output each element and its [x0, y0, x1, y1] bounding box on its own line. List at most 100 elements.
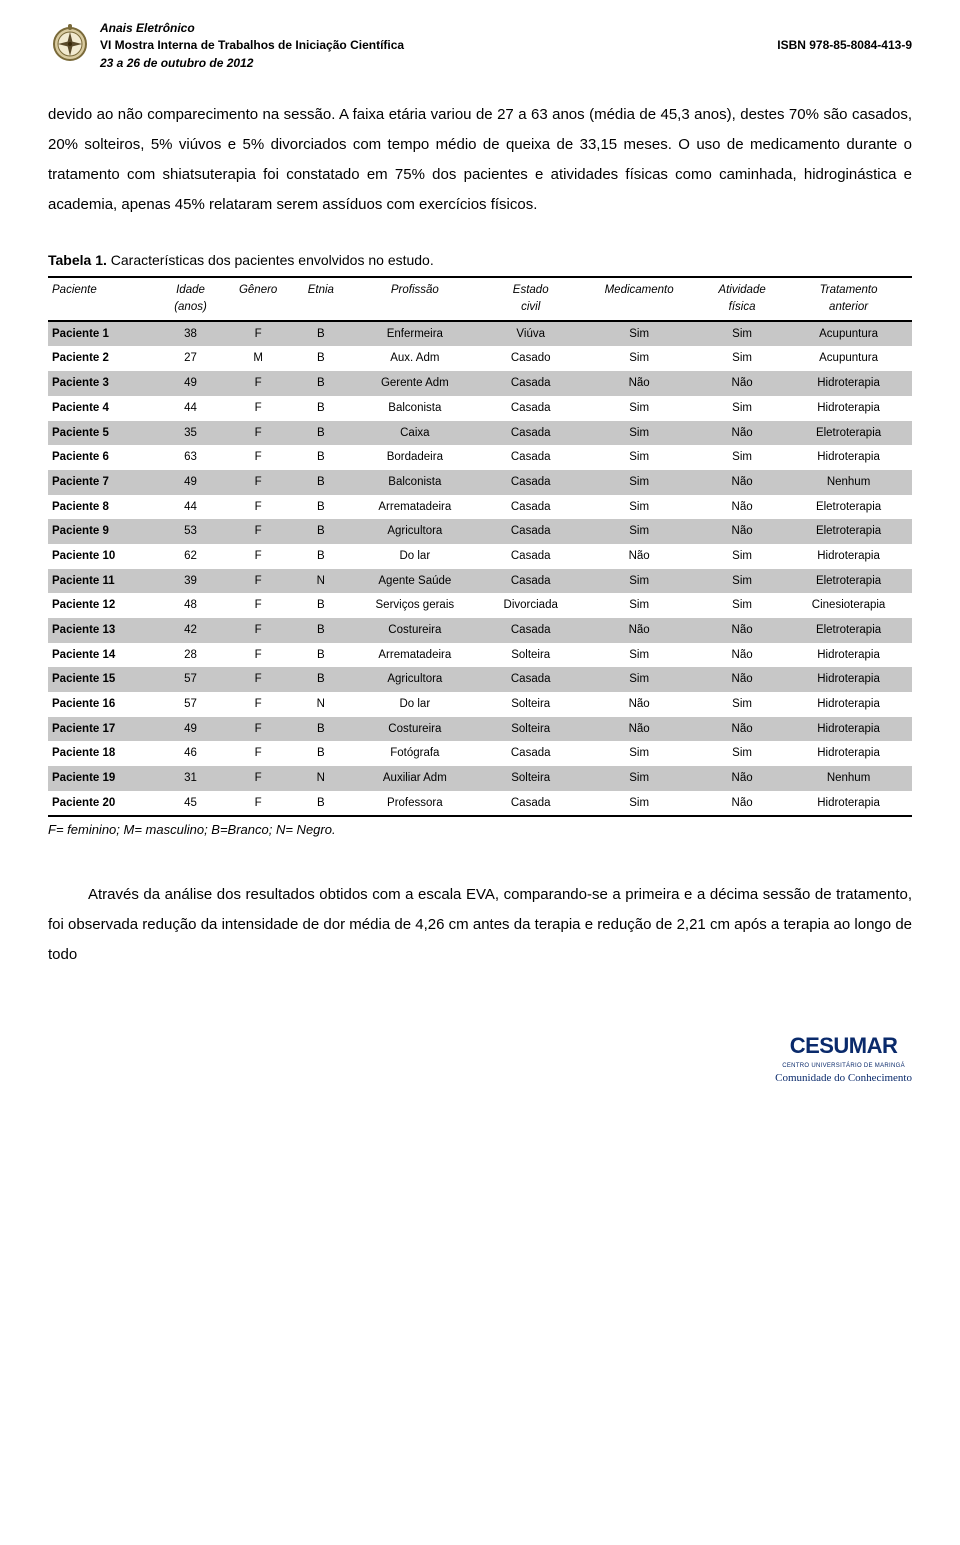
cell-genero: F	[222, 321, 294, 347]
cell-medicamento: Sim	[579, 519, 699, 544]
cell-idade: 48	[159, 593, 222, 618]
cell-medicamento: Sim	[579, 593, 699, 618]
cell-tratamento: Hidroterapia	[785, 692, 912, 717]
cell-estado: Casada	[482, 667, 579, 692]
table-row: Paciente 844FBArrematadeiraCasadaSimNãoE…	[48, 495, 912, 520]
cell-paciente: Paciente 7	[48, 470, 159, 495]
cell-idade: 44	[159, 396, 222, 421]
footer-logo: CESUMAR CENTRO UNIVERSITÁRIO DE MARINGÁ …	[48, 1030, 912, 1087]
cell-profissao: Gerente Adm	[347, 371, 482, 396]
cell-etnia: B	[294, 593, 347, 618]
cell-estado: Casada	[482, 371, 579, 396]
cell-profissao: Agricultora	[347, 667, 482, 692]
table-row: Paciente 1557FBAgricultoraCasadaSimNãoHi…	[48, 667, 912, 692]
table-row: Paciente 1749FBCostureiraSolteiraNãoNãoH…	[48, 717, 912, 742]
cell-medicamento: Sim	[579, 791, 699, 817]
cell-genero: F	[222, 544, 294, 569]
header-date: 23 a 26 de outubro de 2012	[100, 55, 912, 72]
table-row: Paciente 349FBGerente AdmCasadaNãoNãoHid…	[48, 371, 912, 396]
cell-profissao: Arrematadeira	[347, 495, 482, 520]
cell-estado: Solteira	[482, 717, 579, 742]
table-row: Paciente 1248FBServiços geraisDivorciada…	[48, 593, 912, 618]
table-row: Paciente 1931FNAuxiliar AdmSolteiraSimNã…	[48, 766, 912, 791]
cell-genero: F	[222, 766, 294, 791]
cell-medicamento: Não	[579, 618, 699, 643]
cell-estado: Casada	[482, 519, 579, 544]
cell-atividade: Sim	[699, 593, 785, 618]
cell-genero: F	[222, 618, 294, 643]
cell-genero: F	[222, 593, 294, 618]
cell-genero: F	[222, 667, 294, 692]
cell-estado: Casada	[482, 495, 579, 520]
cell-atividade: Sim	[699, 445, 785, 470]
cell-idade: 45	[159, 791, 222, 817]
cell-paciente: Paciente 8	[48, 495, 159, 520]
cell-idade: 38	[159, 321, 222, 347]
cell-medicamento: Não	[579, 371, 699, 396]
header-title-line1: Anais Eletrônico	[100, 20, 912, 37]
cell-atividade: Não	[699, 643, 785, 668]
cell-paciente: Paciente 5	[48, 421, 159, 446]
cell-idade: 62	[159, 544, 222, 569]
table-row: Paciente 1428FBArrematadeiraSolteiraSimN…	[48, 643, 912, 668]
table-row: Paciente 2045FBProfessoraCasadaSimNãoHid…	[48, 791, 912, 817]
cell-paciente: Paciente 4	[48, 396, 159, 421]
cell-genero: F	[222, 396, 294, 421]
cell-estado: Solteira	[482, 643, 579, 668]
table-row: Paciente 1342FBCostureiraCasadaNãoNãoEle…	[48, 618, 912, 643]
column-header-atividade: Atividadefísica	[699, 277, 785, 320]
cell-profissao: Enfermeira	[347, 321, 482, 347]
cell-paciente: Paciente 12	[48, 593, 159, 618]
cell-profissao: Balconista	[347, 470, 482, 495]
cell-estado: Divorciada	[482, 593, 579, 618]
cell-etnia: B	[294, 421, 347, 446]
cell-etnia: B	[294, 371, 347, 396]
cell-tratamento: Eletroterapia	[785, 569, 912, 594]
table-body: Paciente 138FBEnfermeiraViúvaSimSimAcupu…	[48, 321, 912, 816]
cell-profissao: Fotógrafa	[347, 741, 482, 766]
cell-tratamento: Hidroterapia	[785, 445, 912, 470]
cell-idade: 57	[159, 692, 222, 717]
cell-genero: F	[222, 421, 294, 446]
cell-atividade: Sim	[699, 692, 785, 717]
cell-estado: Casada	[482, 445, 579, 470]
cell-atividade: Sim	[699, 396, 785, 421]
patients-table: PacienteIdade(anos)GêneroEtniaProfissãoE…	[48, 276, 912, 817]
column-header-idade: Idade(anos)	[159, 277, 222, 320]
cell-paciente: Paciente 18	[48, 741, 159, 766]
column-header-genero: Gênero	[222, 277, 294, 320]
cell-estado: Casada	[482, 470, 579, 495]
table-row: Paciente 138FBEnfermeiraViúvaSimSimAcupu…	[48, 321, 912, 347]
cell-tratamento: Hidroterapia	[785, 643, 912, 668]
cell-tratamento: Nenhum	[785, 470, 912, 495]
cesumar-logo-sub: CENTRO UNIVERSITÁRIO DE MARINGÁ	[775, 1062, 912, 1071]
cell-atividade: Não	[699, 766, 785, 791]
cell-paciente: Paciente 15	[48, 667, 159, 692]
cell-genero: F	[222, 791, 294, 817]
cell-idade: 27	[159, 346, 222, 371]
cell-tratamento: Nenhum	[785, 766, 912, 791]
cell-tratamento: Cinesioterapia	[785, 593, 912, 618]
table-row: Paciente 1062FBDo larCasadaNãoSimHidrote…	[48, 544, 912, 569]
cell-estado: Casada	[482, 396, 579, 421]
header-isbn: ISBN 978-85-8084-413-9	[777, 37, 912, 54]
header-title-line2: VI Mostra Interna de Trabalhos de Inicia…	[100, 37, 404, 54]
cell-idade: 53	[159, 519, 222, 544]
column-header-paciente: Paciente	[48, 277, 159, 320]
cell-medicamento: Não	[579, 717, 699, 742]
cell-tratamento: Hidroterapia	[785, 717, 912, 742]
cell-tratamento: Hidroterapia	[785, 396, 912, 421]
cell-idade: 57	[159, 667, 222, 692]
cell-estado: Casada	[482, 791, 579, 817]
cell-paciente: Paciente 2	[48, 346, 159, 371]
cell-atividade: Não	[699, 791, 785, 817]
cell-atividade: Não	[699, 421, 785, 446]
cell-etnia: B	[294, 643, 347, 668]
table-row: Paciente 444FBBalconistaCasadaSimSimHidr…	[48, 396, 912, 421]
cell-atividade: Não	[699, 717, 785, 742]
cell-profissao: Arrematadeira	[347, 643, 482, 668]
cell-profissao: Balconista	[347, 396, 482, 421]
cell-genero: F	[222, 692, 294, 717]
cell-medicamento: Sim	[579, 445, 699, 470]
cesumar-logo: CESUMAR CENTRO UNIVERSITÁRIO DE MARINGÁ …	[775, 1030, 912, 1087]
